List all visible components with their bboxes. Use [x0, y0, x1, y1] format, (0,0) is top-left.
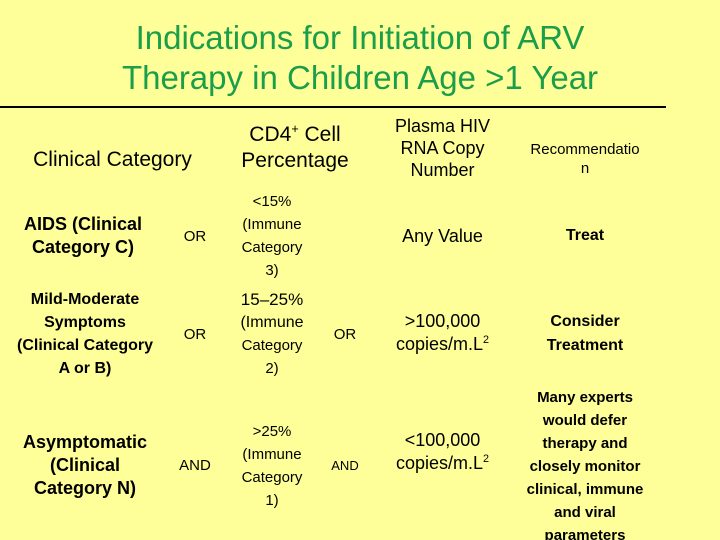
header-recommendation: Recommendatio n — [530, 141, 640, 177]
row3-cd4-value: >25% (Immune Category 1) — [241, 423, 303, 509]
row2-recommendation: Consider Treatment — [546, 313, 624, 354]
header-plasma-hiv-rna: Plasma HIV RNA Copy Number — [394, 116, 491, 180]
row3-category: Asymptomatic (Clinical Category N) — [22, 431, 148, 498]
row2-category: Mild-Moderate Symptoms (Clinical Categor… — [16, 291, 154, 377]
row3-operator-1: AND — [179, 456, 211, 474]
slide-title-line1: Indications for Initiation of ARV — [135, 19, 585, 56]
row2-operator-2: OR — [333, 325, 357, 343]
row1-cd4-value: <15% (Immune Category 3) — [241, 193, 303, 279]
row3-rna-value: <100,000 copies/m.L2 — [395, 430, 490, 473]
row2-operator-1: OR — [183, 325, 207, 343]
header-clinical-category: Clinical Category — [33, 148, 192, 171]
row1-operator-1: OR — [183, 227, 207, 245]
row2-cd4-value: 15–25% (Immune Category 2) — [240, 290, 304, 377]
table-top-rule — [0, 106, 666, 108]
row1-category: AIDS (Clinical Category C) — [23, 214, 143, 257]
header-cd4-percentage: CD4+ Cell Percentage — [241, 122, 349, 172]
row1-recommendation: Treat — [565, 227, 605, 244]
row3-recommendation: Many experts would defer therapy and clo… — [526, 389, 644, 540]
row1-rna-value: Any Value — [402, 225, 483, 246]
slide-title-line2: Therapy in Children Age >1 Year — [121, 59, 599, 96]
row2-rna-value: >100,000 copies/m.L2 — [395, 311, 490, 354]
row3-operator-2: AND — [331, 457, 359, 473]
slide-title: Indications for Initiation of ARV Therap… — [0, 18, 720, 98]
